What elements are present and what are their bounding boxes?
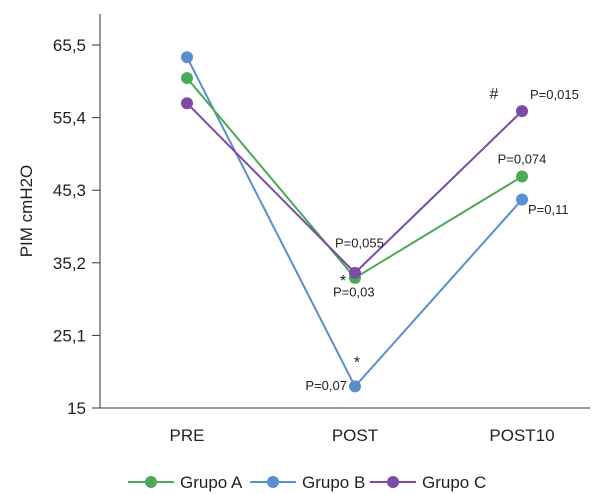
legend: Grupo A Grupo B Grupo C bbox=[128, 473, 486, 492]
y-ticks: 65,5 55,4 45,3 35,2 25,1 15 bbox=[53, 36, 100, 418]
significance-marker: # bbox=[490, 86, 499, 103]
x-tick-label: POST10 bbox=[489, 426, 554, 445]
data-point bbox=[181, 51, 193, 64]
x-tick-label: POST bbox=[332, 426, 378, 445]
x-tick-label: PRE bbox=[170, 426, 205, 445]
legend-marker bbox=[387, 476, 399, 488]
p-value-label: P=0,055 bbox=[335, 236, 384, 251]
legend-label: Grupo C bbox=[422, 473, 486, 492]
legend-marker bbox=[267, 476, 279, 488]
data-point bbox=[181, 97, 193, 110]
data-point bbox=[516, 170, 528, 183]
p-value-label: P=0,07 bbox=[305, 378, 347, 393]
series-line bbox=[186, 56, 523, 389]
data-point bbox=[516, 105, 528, 118]
p-value-label: P=0,11 bbox=[528, 202, 569, 217]
p-value-label: P=0,074 bbox=[498, 152, 547, 167]
legend-label: Grupo A bbox=[180, 473, 243, 492]
significance-marker: * bbox=[354, 355, 360, 372]
axes bbox=[99, 14, 590, 409]
legend-label: Grupo B bbox=[302, 473, 365, 492]
series-lines bbox=[186, 56, 523, 389]
x-ticks: PRE POST POST10 bbox=[170, 426, 555, 445]
legend-marker bbox=[145, 476, 157, 488]
series-points bbox=[181, 51, 528, 393]
p-value-label: P=0,03 bbox=[333, 285, 375, 300]
y-tick-label: 15 bbox=[67, 399, 86, 418]
y-tick-label: 35,2 bbox=[53, 254, 86, 273]
data-point bbox=[349, 380, 361, 393]
data-point bbox=[516, 193, 528, 206]
significance-marker: * bbox=[340, 273, 346, 290]
data-point bbox=[349, 266, 361, 279]
y-tick-label: 25,1 bbox=[53, 326, 86, 345]
y-tick-label: 65,5 bbox=[53, 36, 86, 55]
data-point bbox=[181, 72, 193, 85]
y-tick-label: 55,4 bbox=[53, 109, 86, 128]
annotations: P=0,055*P=0,03*P=0,07# P=0,015P=0,074P=0,… bbox=[305, 86, 578, 393]
p-value-label: P=0,015 bbox=[530, 87, 579, 102]
y-tick-label: 45,3 bbox=[53, 181, 86, 200]
y-axis-title: PIM cmH2O bbox=[17, 165, 36, 258]
